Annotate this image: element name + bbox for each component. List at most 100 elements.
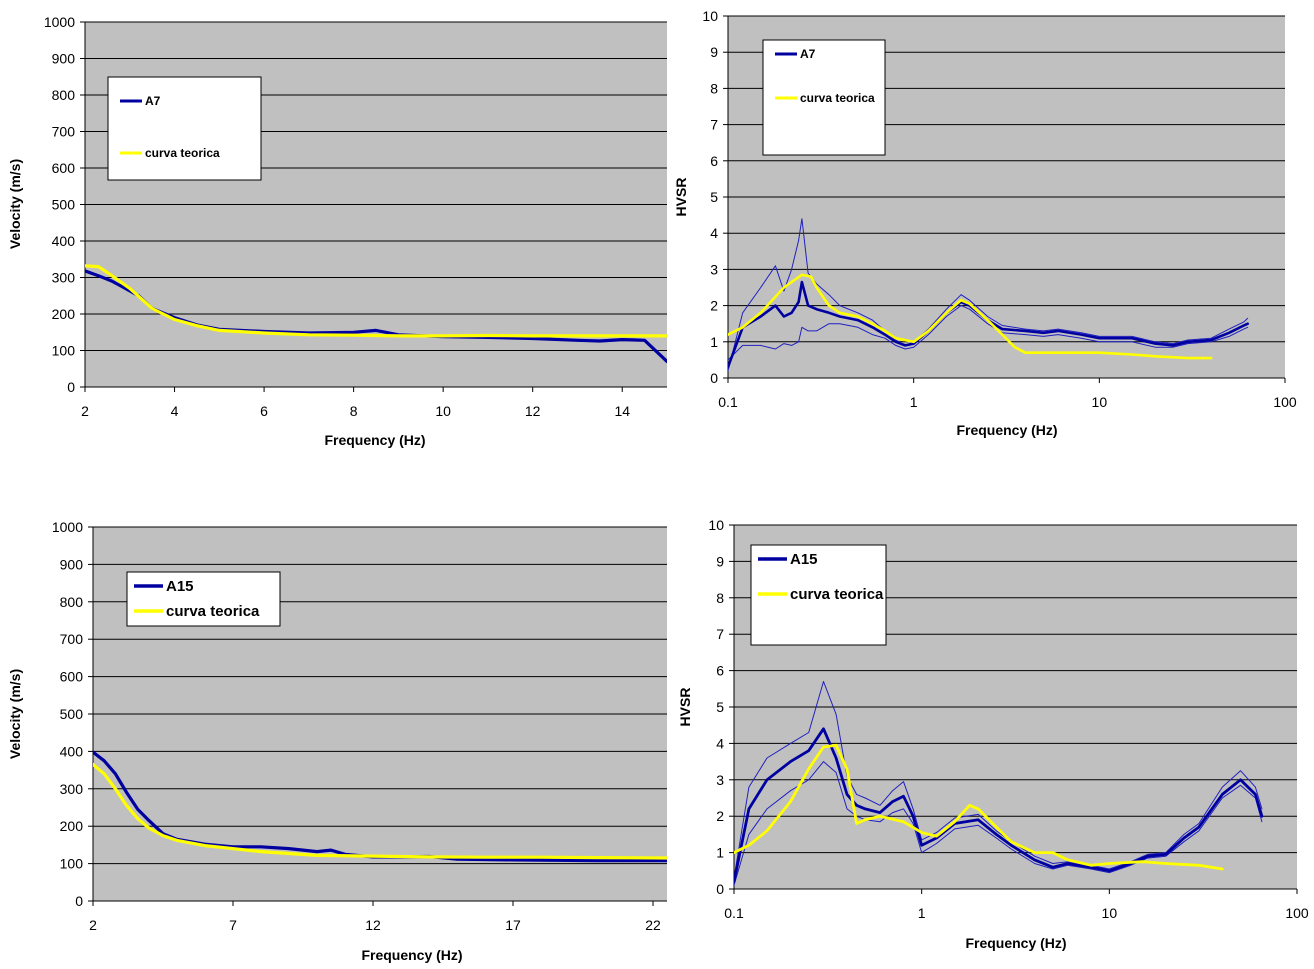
x-axis-title: Frequency (Hz) [324, 432, 425, 448]
series-line-curva-teorica [734, 743, 1224, 871]
x-tick-label: 4 [171, 403, 179, 419]
y-tick-label: 8 [710, 80, 718, 96]
y-axis-title: HVSR [673, 178, 689, 217]
x-tick-label: 100 [1285, 905, 1309, 921]
series-group [93, 750, 667, 863]
x-tick-label: 1 [918, 905, 926, 921]
x-tick-label: 6 [260, 403, 268, 419]
y-tick-label: 100 [52, 343, 76, 359]
y-tick-label: 600 [52, 160, 76, 176]
legend-label: curva teorica [145, 146, 220, 160]
series-line-a15 [734, 727, 1264, 884]
y-tick-label: 9 [710, 44, 718, 60]
x-tick-label: 100 [1273, 394, 1297, 410]
y-tick-label: 300 [60, 781, 84, 797]
x-tick-label: 10 [435, 403, 451, 419]
series-group [734, 681, 1264, 886]
y-tick-label: 5 [716, 699, 724, 715]
y-tick-label: 1 [710, 334, 718, 350]
series-line-curva-teorica [728, 273, 1213, 360]
x-tick-label: 12 [365, 917, 381, 933]
y-tick-label: 900 [52, 51, 76, 67]
hvsr-chart-a15-svg: 0 1 2 3 4 5 6 7 8 9 10 0.1 1 10 100 Frequency (Hz) HVSR A… [677, 517, 1309, 951]
velocity-chart-a7: 0 100 200 300 400 500 600 700 800 900 1000 2 4 6 8 10 12… [0, 0, 670, 460]
y-tick-label: 400 [60, 743, 84, 759]
legend: A7 curva teorica [762, 39, 886, 156]
y-tick-label: 200 [52, 306, 76, 322]
y-tick-label: 400 [52, 233, 76, 249]
y-tick-label: 0 [716, 881, 724, 897]
series-line-individual [734, 681, 1263, 879]
x-axis-title: Frequency (Hz) [965, 935, 1066, 951]
y-tick-label: 4 [710, 225, 718, 241]
legend-label: A7 [145, 94, 161, 108]
y-tick-label: 700 [52, 124, 76, 140]
legend: A7 curva teorica [107, 76, 262, 181]
legend-box [107, 76, 262, 181]
y-tick-label: 0 [75, 893, 83, 909]
y-tick-label: 900 [60, 556, 84, 572]
x-tick-label: 0.1 [724, 905, 744, 921]
y-tick-label: 500 [52, 197, 76, 213]
y-tick-label: 10 [702, 8, 718, 24]
legend-label: A7 [800, 47, 816, 61]
y-tick-label: 9 [716, 553, 724, 569]
x-tick-label: 10 [1092, 394, 1108, 410]
x-tick-label: 10 [1102, 905, 1118, 921]
y-tick-label: 7 [710, 117, 718, 133]
y-tick-label: 1 [716, 845, 724, 861]
x-tick-label: 1 [910, 394, 918, 410]
y-axis-title: HVSR [677, 688, 693, 727]
y-tick-label: 7 [716, 626, 724, 642]
y-tick-label: 8 [716, 590, 724, 606]
series-line-curva-teorica [93, 762, 667, 860]
hvsr-chart-a7-svg: 0 1 2 3 4 5 6 7 8 9 10 0.1 1 10 100 Frequency (Hz) HVSR A… [673, 8, 1297, 438]
legend-label: A15 [790, 551, 818, 568]
x-tick-label: 0.1 [718, 394, 738, 410]
velocity-chart-a7-svg: 0 100 200 300 400 500 600 700 800 900 1000 2 4 6 8 10 12… [7, 14, 667, 448]
y-axis-title: Velocity (m/s) [7, 669, 23, 759]
x-tick-label: 7 [229, 917, 237, 933]
series-group [728, 218, 1250, 372]
legend-box [126, 571, 281, 627]
y-tick-label: 1000 [44, 14, 75, 30]
x-axis-title: Frequency (Hz) [956, 422, 1057, 438]
y-axis-title: Velocity (m/s) [7, 159, 23, 249]
legend: A15 curva teorica [126, 571, 281, 627]
x-tick-label: 8 [350, 403, 358, 419]
x-tick-label: 2 [89, 917, 97, 933]
y-tick-label: 2 [716, 808, 724, 824]
velocity-chart-a15-svg: 0 100 200 300 400 500 600 700 800 900 1000 2 7 12 17 22… [7, 519, 667, 963]
x-tick-label: 22 [645, 917, 661, 933]
series-line-individual [728, 305, 1249, 361]
x-tick-label: 14 [614, 403, 630, 419]
y-tick-label: 4 [716, 735, 724, 751]
legend-label: A15 [166, 578, 194, 595]
series-line-curva-teorica [85, 264, 667, 338]
y-tick-label: 6 [716, 663, 724, 679]
x-tick-label: 2 [81, 403, 89, 419]
hvsr-chart-a7: 0 1 2 3 4 5 6 7 8 9 10 0.1 1 10 100 Frequency (Hz) HVSR A… [670, 0, 1314, 460]
y-tick-label: 100 [60, 856, 84, 872]
y-tick-label: 800 [52, 87, 76, 103]
x-axis-title: Frequency (Hz) [361, 947, 462, 963]
y-tick-label: 10 [708, 517, 724, 533]
y-tick-label: 5 [710, 189, 718, 205]
y-tick-label: 300 [52, 270, 76, 286]
y-tick-label: 700 [60, 631, 84, 647]
y-tick-label: 800 [60, 594, 84, 610]
y-tick-label: 200 [60, 818, 84, 834]
y-tick-label: 0 [710, 370, 718, 386]
y-tick-label: 0 [67, 379, 75, 395]
y-tick-label: 6 [710, 153, 718, 169]
hvsr-chart-a15: 0 1 2 3 4 5 6 7 8 9 10 0.1 1 10 100 Frequency (Hz) HVSR A… [670, 505, 1314, 964]
y-tick-label: 3 [716, 772, 724, 788]
y-tick-label: 2 [710, 298, 718, 314]
legend-label: curva teorica [166, 603, 260, 620]
x-tick-label: 12 [525, 403, 541, 419]
legend-label: curva teorica [800, 91, 875, 105]
legend: A15 curva teorica [750, 544, 887, 646]
series-group [85, 264, 667, 363]
y-tick-label: 500 [60, 706, 84, 722]
velocity-chart-a15: 0 100 200 300 400 500 600 700 800 900 1000 2 7 12 17 22… [0, 505, 670, 964]
